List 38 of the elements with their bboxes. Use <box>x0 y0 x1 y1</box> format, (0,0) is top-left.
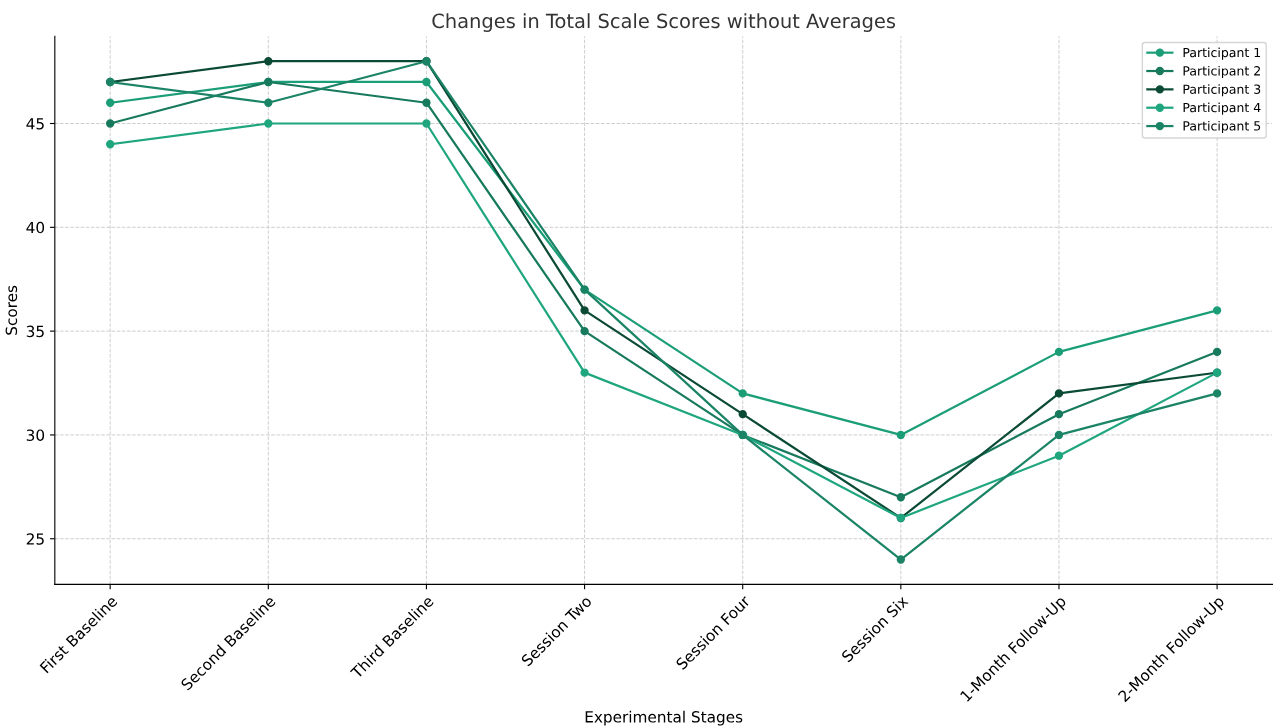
point <box>1054 430 1064 440</box>
x-axis-title: Experimental Stages <box>585 710 743 726</box>
y-tick-label: 40 <box>26 221 45 234</box>
point <box>580 326 589 336</box>
legend-label: Participant 2 <box>1183 65 1260 78</box>
point <box>1054 410 1064 419</box>
point <box>1212 389 1222 398</box>
point <box>896 493 906 502</box>
point <box>1054 451 1064 460</box>
point <box>422 98 431 107</box>
point <box>106 140 115 149</box>
point <box>264 119 273 128</box>
point <box>1212 347 1222 357</box>
point <box>106 98 115 107</box>
point <box>896 430 906 440</box>
point <box>1054 389 1064 398</box>
point <box>264 57 273 66</box>
point <box>580 306 589 315</box>
legend-label: Participant 3 <box>1183 84 1261 97</box>
point <box>1054 347 1064 357</box>
point <box>264 98 273 107</box>
point <box>896 555 906 564</box>
point <box>1212 306 1222 315</box>
y-tick-label: 25 <box>26 533 44 545</box>
y-tick-label: 35 <box>26 325 44 338</box>
y-tick-label: 30 <box>26 429 45 441</box>
y-axis-title: Scores <box>5 285 18 335</box>
legend-label: Participant 1 <box>1183 47 1261 60</box>
point <box>580 368 589 377</box>
y-tick-label: 45 <box>26 118 44 130</box>
point <box>106 119 115 128</box>
point <box>738 389 747 398</box>
point <box>738 410 747 419</box>
chart-title: Changes in Total Scale Scores without Averages <box>432 13 896 33</box>
point <box>422 119 431 128</box>
point <box>422 77 431 87</box>
legend-label: Participant 5 <box>1183 120 1261 134</box>
legend-label: Participant 4 <box>1183 102 1261 115</box>
